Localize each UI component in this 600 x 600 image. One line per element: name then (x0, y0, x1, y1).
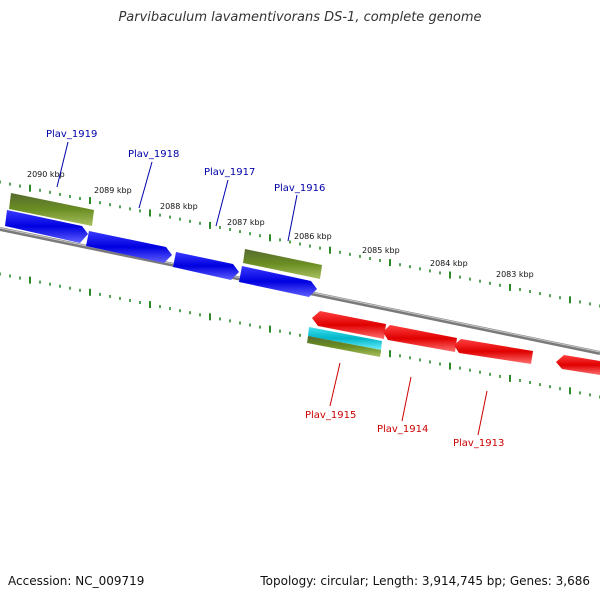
scale-label: 2090 kbp (27, 170, 65, 179)
label-leader-line (329, 362, 341, 407)
forward-gene-labels: Plav_1919 Plav_1918 Plav_1917 Plav_1916 (46, 129, 325, 242)
cds-arrow (556, 355, 600, 375)
gene-feature (243, 249, 322, 279)
gene-label-plav-1919: Plav_1919 (46, 129, 97, 140)
cds-arrow (86, 231, 172, 263)
reverse-gene-features (307, 327, 382, 357)
scale-label: 2086 kbp (294, 232, 332, 241)
scale-label: 2089 kbp (94, 186, 132, 195)
scale-label: 2087 kbp (227, 218, 265, 227)
cds-arrow (173, 252, 239, 280)
scale-label: 2085 kbp (362, 246, 400, 255)
reverse-gene-labels: Plav_1915 Plav_1914 Plav_1913 (305, 362, 504, 449)
reverse-cds-features (312, 311, 600, 375)
gene-feature (308, 327, 382, 350)
scale-label: 2084 kbp (430, 259, 468, 268)
genome-title: Parvibaculum lavamentivorans DS-1, compl… (118, 10, 482, 25)
label-leader-line (56, 141, 69, 188)
scale-label: 2088 kbp (160, 202, 198, 211)
gene-label-plav-1918: Plav_1918 (128, 149, 179, 160)
forward-cds-features (5, 210, 317, 297)
cds-arrow (383, 325, 457, 352)
label-leader-line (215, 179, 229, 227)
label-leader-line (477, 390, 488, 436)
forward-gene-features (9, 193, 322, 279)
gene-feature (9, 193, 94, 226)
label-leader-line (138, 161, 153, 209)
genome-summary-text: Topology: circular; Length: 3,914,745 bp… (260, 574, 590, 588)
label-leader-line (401, 376, 412, 422)
cds-arrow (312, 311, 386, 339)
cds-arrow (454, 339, 533, 364)
gene-label-plav-1913: Plav_1913 (453, 438, 504, 449)
gene-label-plav-1916: Plav_1916 (274, 183, 325, 194)
gene-label-plav-1915: Plav_1915 (305, 410, 356, 421)
gene-label-plav-1914: Plav_1914 (377, 424, 428, 435)
scale-labels: 2090 kbp 2089 kbp 2088 kbp 2087 kbp 2086… (27, 170, 534, 279)
gene-label-plav-1917: Plav_1917 (204, 167, 255, 178)
label-leader-line (287, 194, 298, 242)
scale-label: 2083 kbp (496, 270, 534, 279)
scale-ticks-upper (0, 180, 600, 308)
cds-arrow (239, 266, 317, 297)
cds-arrow (5, 210, 88, 243)
gene-feature (307, 336, 381, 357)
accession-text: Accession: NC_009719 (8, 574, 145, 588)
